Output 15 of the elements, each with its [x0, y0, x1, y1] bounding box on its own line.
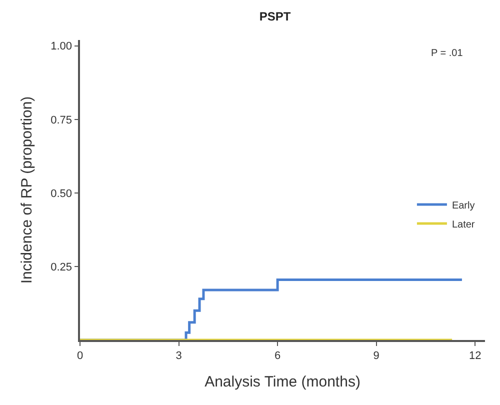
x-tick-label: 9 — [373, 350, 380, 362]
y-axis-title: Incidence of RP (proportion) — [18, 96, 36, 284]
legend-label: Later — [452, 219, 476, 230]
x-tick-label: 3 — [176, 350, 182, 362]
x-axis-title: Analysis Time (months) — [204, 373, 360, 390]
x-tick-label: 6 — [274, 350, 281, 362]
y-tick-label: 1.00 — [50, 40, 72, 53]
y-tick-label: 0.50 — [50, 188, 72, 200]
legend-label: Early — [452, 200, 475, 212]
y-tick-label: 0.75 — [50, 114, 72, 126]
y-tick-label: 0.25 — [50, 261, 72, 274]
annotation: P = .01 — [431, 48, 464, 59]
chart-title: PSPT — [259, 10, 292, 24]
x-tick-label: 0 — [76, 350, 84, 362]
x-tick-label: 12 — [468, 350, 482, 362]
